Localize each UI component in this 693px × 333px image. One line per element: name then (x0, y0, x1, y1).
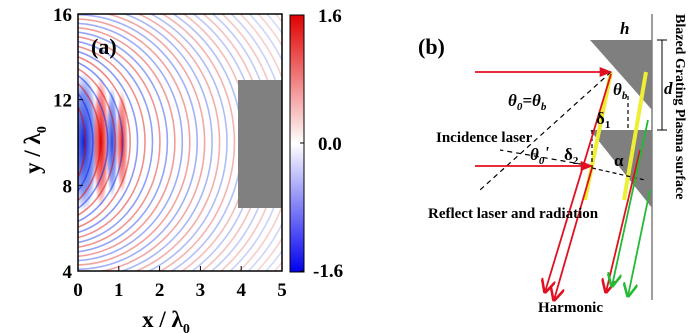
harmonic-1 (612, 119, 649, 286)
field-wavefront (78, 82, 102, 202)
field-wavefront (159, 14, 236, 271)
field-wavefront (78, 14, 198, 270)
y-axis-ticks: 4 8 12 16 (53, 5, 83, 283)
field-wavefront (78, 56, 131, 228)
field-wavefront (78, 18, 191, 266)
panel-b-label: (b) (418, 34, 445, 59)
theta-b-label: θb (613, 80, 628, 102)
x-tick-label: 1 (114, 280, 124, 301)
field-wavefront (78, 45, 146, 239)
theta0-prime-label: θ0' (530, 143, 549, 167)
field-wavefront (78, 26, 176, 258)
grating-tooth-upper (590, 40, 652, 110)
h-label: h (620, 19, 629, 38)
x-tick-label: 0 (73, 280, 83, 301)
y-tick-label: 4 (63, 262, 73, 283)
facet-lower (622, 71, 648, 201)
theta0-eq-label: θ0=θb (508, 91, 547, 113)
colorbar-ticks: 1.6 0.0 -1.6 (300, 6, 343, 282)
y-tick-label: 12 (53, 91, 72, 112)
y-tick-label: 8 (63, 176, 73, 197)
field-wavefront (78, 50, 139, 234)
second-red-lobe (116, 90, 128, 194)
side-title: Blazed Grating Plasma surface (672, 14, 687, 199)
reflected-laser-3 (606, 149, 641, 292)
field-wavefront (78, 91, 94, 193)
panel-a-label: (a) (91, 34, 117, 59)
harmonic-2 (628, 189, 651, 296)
field-wavefront (78, 22, 184, 262)
colorbar-tick-max: 1.6 (318, 6, 342, 27)
field-wavefront (147, 14, 228, 271)
grating-tooth-lower (590, 130, 652, 208)
field-wavefront (78, 61, 124, 223)
x-tick-label: 2 (155, 280, 165, 301)
target-region (238, 80, 282, 208)
y-tick-label: 16 (53, 5, 72, 26)
reflected-laser-1 (545, 73, 612, 292)
x-axis-label: x / λ0 (142, 307, 190, 333)
x-tick-label: 4 (236, 280, 246, 301)
x-axis-ticks: 0 1 2 3 4 5 (73, 266, 287, 301)
x-tick-label: 3 (196, 280, 206, 301)
panel-b: (b) h d θ0=θb θb δ1 θ0 (418, 14, 687, 316)
field-wavefront (78, 40, 154, 244)
field-wavefront (78, 74, 109, 210)
x-tick-label: 5 (277, 280, 287, 301)
colorbar-tick-mid: 0.0 (318, 134, 342, 155)
harmonic-label: Harmonic (538, 300, 603, 316)
alpha-label: α (614, 151, 624, 170)
reflect-laser-label: Reflect laser and radiation (428, 206, 599, 222)
field-wavefront (119, 14, 213, 271)
colorbar-tick-min: -1.6 (313, 261, 343, 282)
reflected-laser-2 (554, 167, 593, 300)
field-wavefront (78, 67, 117, 217)
second-blue-lobe (106, 86, 118, 198)
field-wavefront (78, 36, 161, 248)
d-label: d (664, 79, 673, 98)
normal-upper-dashed (479, 71, 612, 191)
plot-frame (77, 13, 283, 272)
field-wavefront (78, 104, 87, 180)
field-wavefront (98, 14, 206, 271)
incidence-laser-label: Incidence laser (436, 130, 533, 146)
y-axis-label: y / λ0 (20, 126, 50, 174)
field-wavefront (78, 31, 169, 253)
delta2-label: δ2 (564, 145, 579, 167)
normal-lower-dashed (499, 149, 593, 167)
field-wavefront (134, 14, 221, 271)
delta1-label: δ1 (596, 109, 610, 131)
